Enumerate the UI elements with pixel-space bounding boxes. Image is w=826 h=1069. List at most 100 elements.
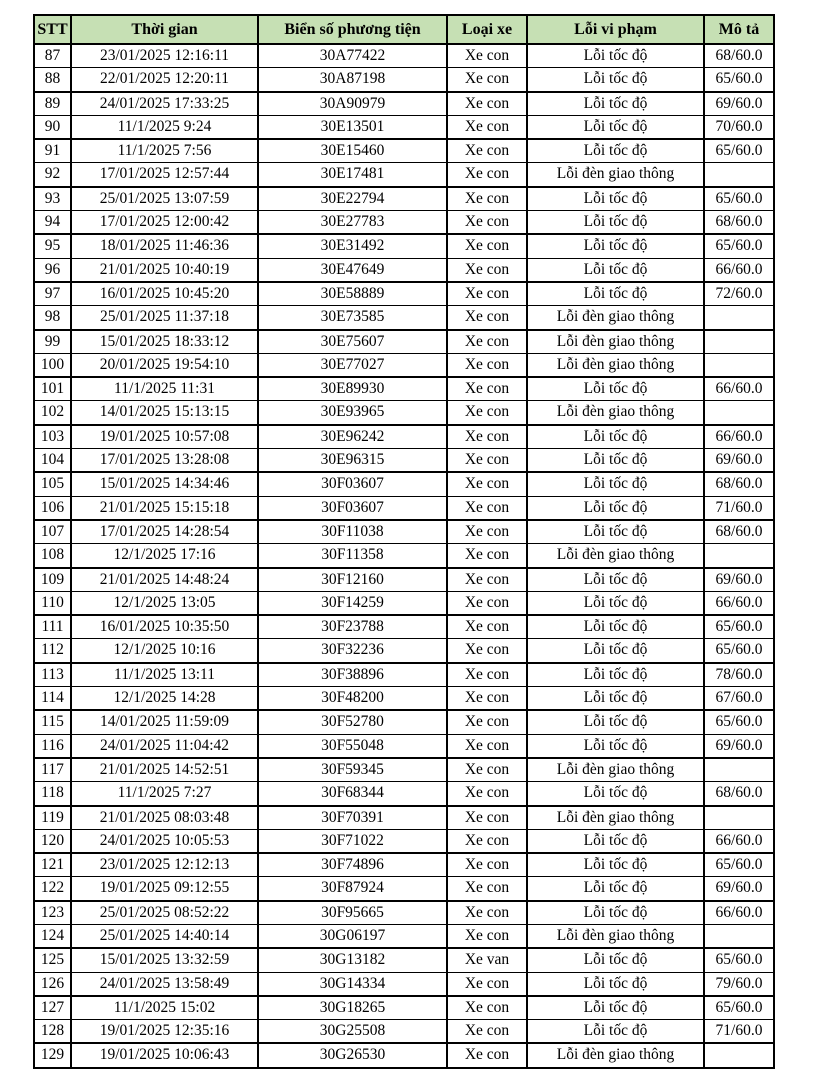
cell-time: 12/1/2025 10:16 [70,638,259,664]
cell-violation: Lỗi tốc độ [526,995,705,1021]
cell-violation: Lỗi tốc độ [526,281,705,307]
cell-time: 20/01/2025 19:54:10 [70,352,259,379]
cell-plate: 30F23788 [257,614,448,640]
cell-vehicle-type: Xe con [446,400,528,426]
cell-vehicle-type: Xe con [446,233,528,259]
cell-vehicle-type: Xe con [446,43,528,69]
cell-plate: 30F11038 [257,519,448,545]
cell-plate: 30E96315 [257,448,448,474]
cell-time: 24/01/2025 13:58:49 [70,971,259,997]
cell-description: 68/60.0 [703,471,775,497]
table-row: 129 19/01/2025 10:06:43 30G26530 Xe con … [33,1042,775,1069]
cell-vehicle-type: Xe con [446,257,528,283]
cell-description [703,329,775,354]
cell-time: 17/01/2025 12:00:42 [70,210,259,236]
cell-time: 18/01/2025 11:46:36 [70,233,259,259]
cell-stt: 95 [33,233,72,259]
cell-vehicle-type: Xe con [446,828,528,855]
header-vehicle: Loại xe [446,14,528,45]
cell-stt: 104 [33,448,72,474]
cell-vehicle-type: Xe con [446,686,528,712]
cell-description: 69/60.0 [703,876,775,902]
cell-violation: Lỗi tốc độ [526,638,705,664]
cell-stt: 119 [33,805,72,830]
cell-plate: 30G25508 [257,1019,448,1045]
cell-stt: 97 [33,281,72,307]
cell-description: 66/60.0 [703,590,775,617]
cell-description: 68/60.0 [703,781,775,807]
cell-vehicle-type: Xe con [446,329,528,354]
cell-violation: Lỗi tốc độ [526,495,705,521]
cell-violation: Lỗi tốc độ [526,448,705,474]
cell-plate: 30F38896 [257,662,448,688]
cell-vehicle-type: Xe con [446,67,528,93]
cell-vehicle-type: Xe van [446,947,528,973]
cell-violation: Lỗi tốc độ [526,138,705,164]
cell-vehicle-type: Xe con [446,614,528,640]
cell-vehicle-type: Xe con [446,876,528,902]
cell-time: 22/01/2025 12:20:11 [70,67,259,93]
cell-vehicle-type: Xe con [446,138,528,164]
cell-plate: 30E47649 [257,257,448,283]
cell-time: 15/01/2025 14:34:46 [70,471,259,497]
cell-description: 65/60.0 [703,709,775,735]
cell-violation: Lỗi đèn giao thông [526,305,705,331]
cell-vehicle-type: Xe con [446,733,528,759]
cell-time: 21/01/2025 08:03:48 [70,805,259,830]
cell-description [703,162,775,188]
cell-time: 15/01/2025 18:33:12 [70,329,259,354]
cell-stt: 94 [33,210,72,236]
cell-stt: 117 [33,757,72,783]
cell-vehicle-type: Xe con [446,781,528,807]
cell-vehicle-type: Xe con [446,567,528,592]
cell-vehicle-type: Xe con [446,305,528,331]
cell-stt: 126 [33,971,72,997]
cell-plate: 30F68344 [257,781,448,807]
table-row: 101 11/1/2025 11:31 30E89930 Xe con Lỗi … [33,376,775,402]
table-row: 120 24/01/2025 10:05:53 30F71022 Xe con … [33,828,775,855]
cell-vehicle-type: Xe con [446,638,528,664]
cell-vehicle-type: Xe con [446,448,528,474]
cell-time: 11/1/2025 15:02 [70,995,259,1021]
cell-description: 66/60.0 [703,376,775,402]
header-plate: Biển số phương tiện [257,14,448,45]
cell-plate: 30A87198 [257,67,448,93]
cell-time: 17/01/2025 13:28:08 [70,448,259,474]
cell-stt: 109 [33,567,72,592]
cell-vehicle-type: Xe con [446,424,528,450]
header-row: STT Thời gian Biển số phương tiện Loại x… [33,14,775,45]
cell-time: 11/1/2025 11:31 [70,376,259,402]
cell-vehicle-type: Xe con [446,114,528,141]
cell-time: 11/1/2025 13:11 [70,662,259,688]
table-row: 116 24/01/2025 11:04:42 30F55048 Xe con … [33,733,775,759]
cell-description [703,400,775,426]
cell-violation: Lỗi tốc độ [526,43,705,69]
cell-violation: Lỗi tốc độ [526,828,705,855]
cell-plate: 30E15460 [257,138,448,164]
table-row: 105 15/01/2025 14:34:46 30F03607 Xe con … [33,471,775,497]
cell-description: 65/60.0 [703,614,775,640]
cell-stt: 100 [33,352,72,379]
cell-vehicle-type: Xe con [446,590,528,617]
cell-violation: Lỗi tốc độ [526,1019,705,1045]
cell-description: 68/60.0 [703,210,775,236]
cell-description [703,543,775,569]
cell-violation: Lỗi đèn giao thông [526,400,705,426]
cell-plate: 30E58889 [257,281,448,307]
table-row: 118 11/1/2025 7:27 30F68344 Xe con Lỗi t… [33,781,775,807]
cell-description: 71/60.0 [703,1019,775,1045]
cell-time: 24/01/2025 10:05:53 [70,828,259,855]
cell-violation: Lỗi tốc độ [526,519,705,545]
cell-stt: 99 [33,329,72,354]
cell-plate: 30F71022 [257,828,448,855]
cell-violation: Lỗi tốc độ [526,471,705,497]
table-row: 112 12/1/2025 10:16 30F32236 Xe con Lỗi … [33,638,775,664]
cell-time: 11/1/2025 9:24 [70,114,259,141]
cell-violation: Lỗi tốc độ [526,91,705,116]
cell-time: 12/1/2025 14:28 [70,686,259,712]
table-row: 106 21/01/2025 15:15:18 30F03607 Xe con … [33,495,775,521]
table-row: 94 17/01/2025 12:00:42 30E27783 Xe con L… [33,210,775,236]
cell-vehicle-type: Xe con [446,519,528,545]
cell-violation: Lỗi tốc độ [526,590,705,617]
cell-stt: 105 [33,471,72,497]
